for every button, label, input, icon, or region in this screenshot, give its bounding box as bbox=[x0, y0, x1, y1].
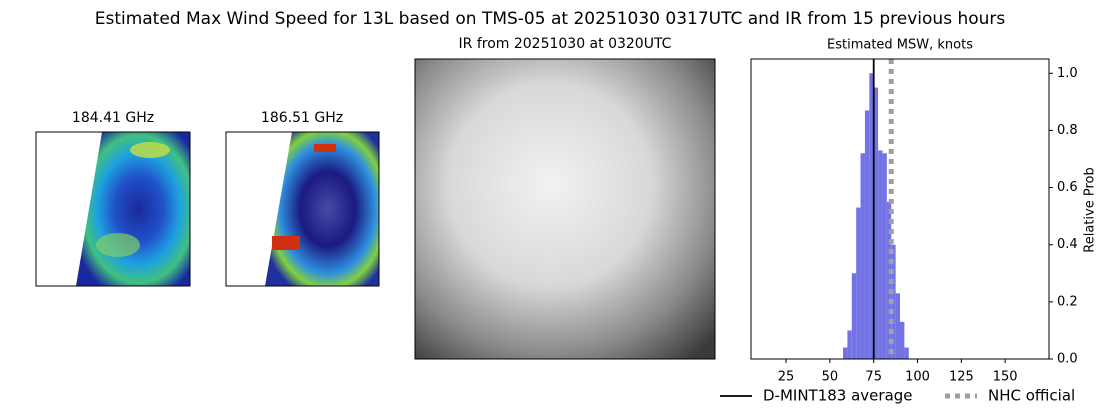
panel-frame bbox=[225, 131, 380, 287]
ir-image bbox=[414, 58, 716, 360]
bar bbox=[895, 293, 900, 359]
bar bbox=[869, 73, 874, 360]
x-tick-label: 125 bbox=[949, 370, 974, 385]
x-tick-label: 25 bbox=[778, 370, 795, 385]
bar bbox=[878, 150, 883, 359]
x-tick-label: 50 bbox=[822, 370, 839, 385]
microwave-feature bbox=[130, 142, 170, 158]
y-axis-label: Relative Prob bbox=[1083, 167, 1098, 252]
x-tick-label: 75 bbox=[865, 370, 882, 385]
microwave-feature bbox=[314, 144, 336, 152]
bar bbox=[900, 321, 905, 359]
legend-label: D-MINT183 average bbox=[763, 387, 913, 405]
bar bbox=[873, 87, 879, 360]
panel-frame bbox=[35, 131, 191, 287]
bar bbox=[904, 347, 909, 359]
axes-frame bbox=[750, 58, 1050, 360]
microwave-image bbox=[265, 132, 379, 286]
figure-title: Estimated Max Wind Speed for 13L based o… bbox=[95, 9, 1006, 29]
bar bbox=[851, 273, 857, 359]
histogram-chart: Estimated MSW, knots D-MINT183 average NHC… bbox=[720, 38, 1098, 405]
y-tick-label: 0.8 bbox=[1057, 123, 1078, 138]
y-tick-label: 0.2 bbox=[1057, 294, 1078, 309]
y-tick-label: 0.4 bbox=[1057, 237, 1078, 252]
bar bbox=[864, 110, 870, 359]
bar bbox=[847, 330, 852, 359]
x-tick-label: 150 bbox=[993, 370, 1018, 385]
bar bbox=[860, 153, 865, 359]
microwave-feature bbox=[96, 233, 140, 257]
bar bbox=[843, 347, 848, 359]
panel-title: 184.41 GHz bbox=[72, 110, 154, 126]
x-tick-label: 100 bbox=[905, 370, 930, 385]
chart-title: Estimated MSW, knots bbox=[827, 38, 973, 53]
panel-title: IR from 20251030 at 0320UTC bbox=[459, 36, 672, 52]
bar bbox=[856, 207, 861, 359]
legend-label: NHC official bbox=[988, 387, 1075, 405]
y-tick-label: 1.0 bbox=[1057, 66, 1078, 81]
microwave-feature bbox=[272, 236, 300, 250]
y-tick-label: 0.0 bbox=[1057, 352, 1078, 367]
microwave-image bbox=[76, 132, 190, 286]
bar bbox=[882, 153, 887, 359]
y-tick-label: 0.6 bbox=[1057, 180, 1078, 195]
panel-title: 186.51 GHz bbox=[261, 110, 343, 126]
